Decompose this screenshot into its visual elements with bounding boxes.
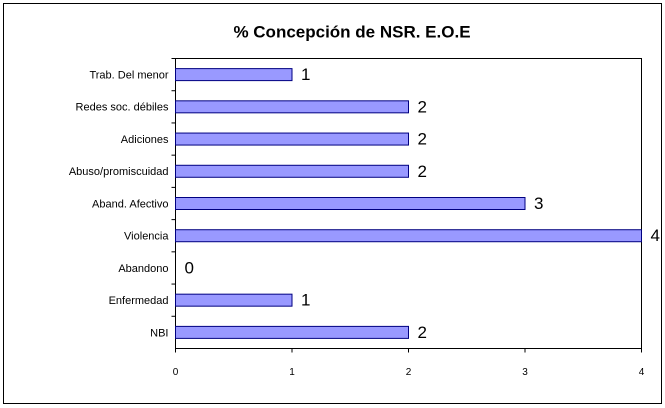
y-tick-label: Redes soc. débiles <box>76 102 169 114</box>
value-label: 0 <box>185 258 194 277</box>
bar <box>175 68 293 82</box>
value-label: 3 <box>534 194 543 213</box>
x-tick-label: 2 <box>406 367 412 378</box>
y-tick-label: Abuso/promiscuidad <box>69 166 169 178</box>
x-tick-label: 0 <box>173 367 179 378</box>
y-tick-label: Violencia <box>124 231 169 243</box>
bar <box>175 100 409 114</box>
value-label: 2 <box>418 130 427 149</box>
chart-title: % Concepción de NSR. E.O.E <box>233 22 470 41</box>
bar <box>175 132 409 146</box>
y-tick-label: NBI <box>150 327 168 339</box>
value-label: 4 <box>651 226 660 245</box>
x-tick-label: 4 <box>639 367 645 378</box>
bar <box>175 325 409 339</box>
x-tick-label: 3 <box>522 367 528 378</box>
value-label: 1 <box>301 65 310 84</box>
y-tick-label: Aband. Afectivo <box>92 198 168 210</box>
bar <box>175 197 526 210</box>
value-label: 2 <box>418 323 427 342</box>
bar <box>175 293 293 307</box>
y-tick-label: Enfermedad <box>109 295 169 307</box>
y-tick-label: Trab. Del menor <box>89 70 168 82</box>
value-label: 2 <box>418 97 427 116</box>
bar <box>175 164 409 178</box>
value-label: 1 <box>301 291 310 310</box>
bar <box>175 229 642 243</box>
value-label: 2 <box>418 162 427 181</box>
x-tick-label: 1 <box>289 367 295 378</box>
y-tick-label: Adiciones <box>121 134 169 146</box>
y-tick-label: Abandono <box>118 263 168 275</box>
